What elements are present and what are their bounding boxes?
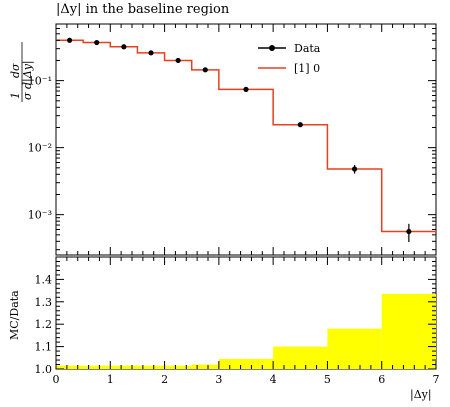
x-axis-label: |Δy| (410, 388, 432, 402)
ratio-bar (137, 365, 165, 369)
main-y-tick-label: 10⁻¹ (28, 75, 52, 88)
ratio-y-tick-label: 1.0 (35, 363, 53, 376)
ratio-y-tick-label: 1.4 (35, 273, 53, 286)
x-tick-label: 6 (378, 373, 385, 386)
x-tick-label: 5 (324, 373, 331, 386)
ratio-bar (273, 346, 328, 369)
ratio-y-tick-label: 1.2 (35, 318, 53, 331)
main-plot-frame (55, 23, 437, 256)
main-ylabel: 1 dσ σ d|Δy| (9, 42, 35, 102)
x-tick-label: 4 (270, 373, 277, 386)
data-point (202, 67, 208, 73)
ratio-bar (218, 358, 246, 369)
x-tick-label: 3 (215, 373, 222, 386)
legend-data-label: Data (294, 42, 321, 55)
ratio-bar (381, 293, 436, 369)
main-y-tick-label: 10⁻³ (28, 209, 52, 222)
data-point (94, 39, 100, 46)
legend-mc-label: [1] 0 (294, 62, 320, 75)
main-ylabel-bottom: σ d|Δy| (21, 60, 35, 100)
ratio-bar (327, 328, 382, 369)
ratio-bar (191, 364, 219, 369)
legend: Data [1] 0 (258, 42, 321, 75)
main-ylabel-top: 1 dσ (9, 63, 22, 99)
ratio-y-tick-label: 1.3 (35, 296, 53, 309)
ratio-bar (83, 365, 111, 369)
ratio-bar (164, 365, 192, 369)
ratio-ylabel: MC/Data (8, 290, 21, 340)
x-tick-label: 2 (161, 373, 168, 386)
ratio-bar (246, 358, 274, 369)
main-y-tick-label: 10⁻² (28, 142, 52, 155)
mc-histogram-line (56, 39, 436, 233)
x-tick-label: 1 (107, 373, 114, 386)
chart-title: |Δy| in the baseline region (56, 2, 230, 17)
ratio-bar (56, 365, 84, 369)
data-point (351, 166, 358, 172)
data-point (406, 228, 412, 235)
data-point (121, 44, 127, 50)
data-point (66, 37, 73, 43)
ratio-y-tick-label: 1.1 (35, 341, 53, 354)
x-tick-label: 7 (433, 373, 440, 386)
data-point (175, 57, 181, 64)
data-point (243, 86, 249, 92)
x-tick-label: 0 (53, 373, 60, 386)
data-point (297, 122, 303, 128)
ratio-bar (110, 365, 138, 369)
data-point (148, 50, 154, 56)
legend-data-marker (269, 45, 275, 51)
